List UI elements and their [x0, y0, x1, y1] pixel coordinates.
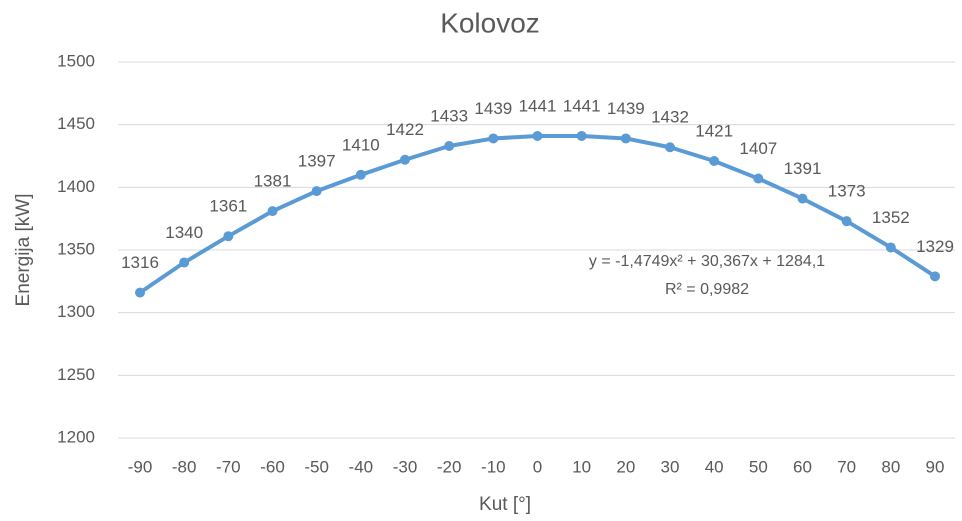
data-label: 1391: [784, 159, 822, 178]
data-point: [223, 231, 234, 242]
y-axis-label: Energija [kW]: [13, 194, 34, 307]
y-tick-label: 1350: [57, 239, 95, 258]
x-tick-label: 60: [793, 457, 812, 476]
data-label: 1441: [519, 96, 557, 115]
data-label: 1439: [474, 99, 512, 118]
data-point: [400, 154, 410, 165]
data-label: 1433: [430, 106, 468, 125]
data-point: [488, 133, 499, 144]
data-point: [665, 142, 675, 153]
chart-title: Kolovoz: [440, 7, 540, 38]
x-tick-label: -60: [260, 457, 285, 476]
data-label: 1439: [607, 99, 645, 118]
data-point: [532, 130, 543, 141]
data-point: [709, 156, 720, 167]
data-point: [885, 242, 896, 253]
data-point: [620, 133, 631, 144]
data-label: 1410: [342, 135, 380, 154]
x-tick-label: -20: [437, 457, 462, 476]
data-label: 1381: [254, 172, 292, 191]
data-label: 1340: [165, 223, 203, 242]
data-label: 1397: [298, 152, 336, 171]
x-tick-label: -80: [172, 457, 197, 476]
x-tick-label: 40: [705, 457, 724, 476]
data-point: [576, 130, 587, 141]
data-label: 1361: [209, 197, 247, 216]
data-point: [311, 186, 322, 197]
data-point: [797, 193, 808, 204]
x-tick-label: 10: [572, 457, 591, 476]
data-label: 1421: [695, 121, 733, 140]
data-label: 1352: [872, 208, 910, 227]
data-label: 1316: [121, 253, 159, 272]
x-tick-label: 70: [837, 457, 856, 476]
x-tick-label: 90: [926, 457, 945, 476]
x-tick-label: 20: [616, 457, 635, 476]
x-tick-label: -70: [216, 457, 241, 476]
trendline-equation: y = -1,4749x² + 30,367x + 1284,1: [589, 253, 825, 270]
x-tick-label: 80: [881, 457, 900, 476]
data-point: [753, 173, 764, 184]
data-label: 1373: [828, 182, 866, 201]
data-point: [841, 216, 852, 227]
x-tick-label: 0: [533, 457, 542, 476]
data-label: 1407: [739, 139, 777, 158]
data-label: 1329: [916, 237, 954, 256]
y-tick-label: 1200: [57, 427, 95, 446]
data-point: [355, 169, 366, 180]
data-point: [930, 271, 940, 282]
x-tick-label: -90: [128, 457, 153, 476]
x-tick-label: -50: [304, 457, 329, 476]
data-label: 1432: [651, 108, 689, 127]
data-point: [444, 140, 455, 151]
y-tick-label: 1450: [57, 114, 95, 133]
x-axis-label: Kut [°]: [479, 494, 531, 515]
x-tick-label: 30: [661, 457, 680, 476]
data-point: [267, 206, 278, 217]
y-tick-label: 1500: [57, 51, 95, 70]
y-tick-label: 1250: [57, 365, 95, 384]
data-point: [135, 287, 145, 298]
x-tick-label: 50: [749, 457, 768, 476]
r-squared: R² = 0,9982: [665, 281, 749, 298]
x-tick-label: -30: [393, 457, 418, 476]
data-label: 1422: [386, 120, 424, 139]
x-tick-label: -40: [349, 457, 374, 476]
y-tick-label: 1400: [57, 177, 95, 196]
x-tick-label: -10: [481, 457, 506, 476]
data-label: 1441: [563, 96, 601, 115]
data-point: [179, 257, 190, 268]
y-tick-label: 1300: [57, 302, 95, 321]
